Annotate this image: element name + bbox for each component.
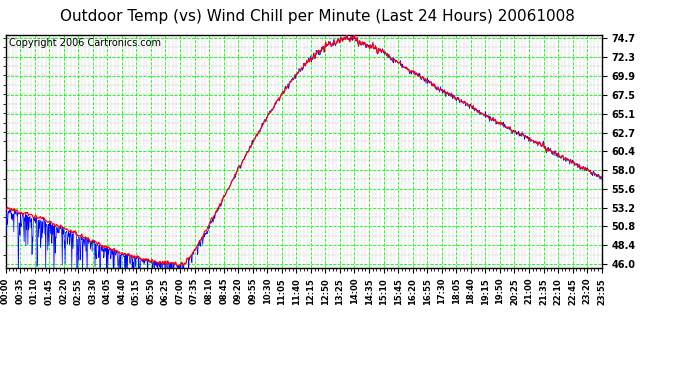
Text: Copyright 2006 Cartronics.com: Copyright 2006 Cartronics.com xyxy=(8,38,161,48)
Text: Outdoor Temp (vs) Wind Chill per Minute (Last 24 Hours) 20061008: Outdoor Temp (vs) Wind Chill per Minute … xyxy=(60,9,575,24)
